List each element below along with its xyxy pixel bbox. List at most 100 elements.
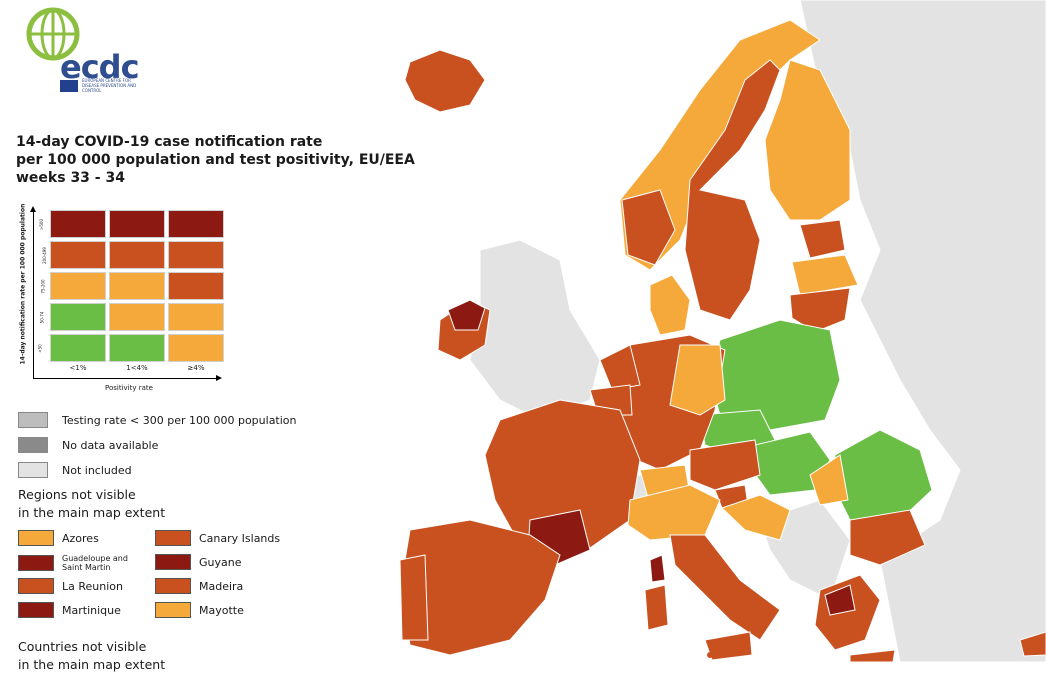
regions-header-line-1: Regions not visible [18,487,136,502]
iceland-region [404,49,486,113]
map-title: 14-day COVID-19 case notification rate p… [16,133,436,187]
cyprus-region [1019,631,1046,657]
eu-flag-icon [60,80,78,92]
regions-header-line-2: in the main map extent [18,505,166,520]
region-label: Guadeloupe and Saint Martin [62,554,128,572]
x-axis-arrow [33,375,222,381]
region-label: Azores [62,531,99,545]
matrix-x-tick: ≥4% [187,364,205,372]
region-swatch [155,554,191,570]
romania-west-region [809,454,849,506]
matrix-cell [50,272,106,300]
portugal-region [399,554,429,641]
testing-swatch [18,412,48,428]
region-legend-item: Azores [18,530,99,546]
matrix-cell [109,303,165,331]
ecdc-logo: ecdc EUROPEAN CENTRE FOR DISEASE PREVENT… [18,6,140,96]
legend-notincluded-label: Not included [62,463,132,477]
norway-south-region [621,189,676,266]
region-swatch [18,578,54,594]
matrix-x-label: Positivity rate [105,384,153,392]
region-label: Madeira [199,579,244,593]
crete-region [849,649,896,662]
matrix-cell [168,241,224,269]
finland-region [764,59,851,221]
title-line-2: per 100 000 population and test positivi… [16,152,415,168]
romania-region [834,429,933,521]
legend-testing-label: Testing rate < 300 per 100 000 populatio… [62,413,297,427]
title-line-3: weeks 33 - 34 [16,170,125,186]
region-swatch [18,555,54,571]
estonia-region [799,219,846,259]
region-swatch [155,530,191,546]
countries-header-line-1: Countries not visible [18,639,147,654]
matrix-cell [168,334,224,362]
matrix-cell [109,241,165,269]
region-label: Mayotte [199,603,244,617]
corsica-region [649,554,666,583]
region-legend-item: Guadeloupe and Saint Martin [18,554,142,572]
region-label: Martinique [62,603,121,617]
legend-nodata-label: No data available [62,438,159,452]
lithuania-region [789,287,851,333]
matrix-y-tick: 200-499 [41,247,47,264]
countries-header: Countries not visible in the main map ex… [18,638,165,674]
matrix-cell [109,272,165,300]
matrix-x-tick: <1% [69,364,87,372]
malta-region [707,652,713,658]
region-label: Canary Islands [199,531,281,545]
matrix-y-tick: <50 [37,344,43,353]
matrix-cell [50,303,106,331]
matrix-x-tick: 1<4% [126,364,148,372]
france-region [484,399,641,556]
legend-matrix [50,210,226,362]
region-label: La Reunion [62,579,123,593]
denmark-region [649,274,691,336]
region-legend-item: Madeira [155,578,243,594]
region-swatch [18,530,54,546]
italy-region [669,534,781,641]
legend-nodata: No data available [18,437,158,453]
countries-header-line-2: in the main map extent [18,657,166,672]
matrix-cell [50,334,106,362]
title-line-1: 14-day COVID-19 case notification rate [16,134,323,150]
notincluded-swatch [18,462,48,478]
austria-region [689,439,761,491]
legend-notincluded: Not included [18,462,132,478]
logo-subtitle: EUROPEAN CENTRE FOR DISEASE PREVENTION A… [82,78,137,93]
globe-icon [26,7,80,61]
region-legend-item: Canary Islands [155,530,280,546]
matrix-cell [168,303,224,331]
region-legend-item: Mayotte [155,602,244,618]
matrix-cell [50,210,106,238]
nodata-swatch [18,437,48,453]
ireland-north-region [447,299,486,331]
greece-north-region [824,584,856,616]
matrix-cell [168,210,224,238]
region-legend-item: La Reunion [18,578,123,594]
latvia-region [791,254,859,296]
matrix-y-tick: 75-200 [40,279,46,294]
croatia-region [721,494,791,541]
netherlands-region [599,344,641,391]
matrix-y-tick: 50-74 [39,311,45,324]
logo-wordmark: ecdc [60,48,140,86]
matrix-cell [109,334,165,362]
region-swatch [155,602,191,618]
germany-east-region [669,344,726,416]
regions-header: Regions not visible in the main map exte… [18,486,165,522]
matrix-cell [109,210,165,238]
matrix-y-label: 14-day notification rate per 100 000 pop… [19,203,27,365]
region-legend-item: Martinique [18,602,121,618]
legend-testing: Testing rate < 300 per 100 000 populatio… [18,412,297,428]
sweden-region [684,59,781,321]
matrix-cell [50,241,106,269]
matrix-cell [168,272,224,300]
y-axis-arrow [30,206,36,378]
sardinia-region [644,584,669,631]
region-label: Guyane [199,555,242,569]
bulgaria-region [849,509,926,566]
matrix-y-tick: >500 [39,219,44,230]
region-swatch [18,602,54,618]
